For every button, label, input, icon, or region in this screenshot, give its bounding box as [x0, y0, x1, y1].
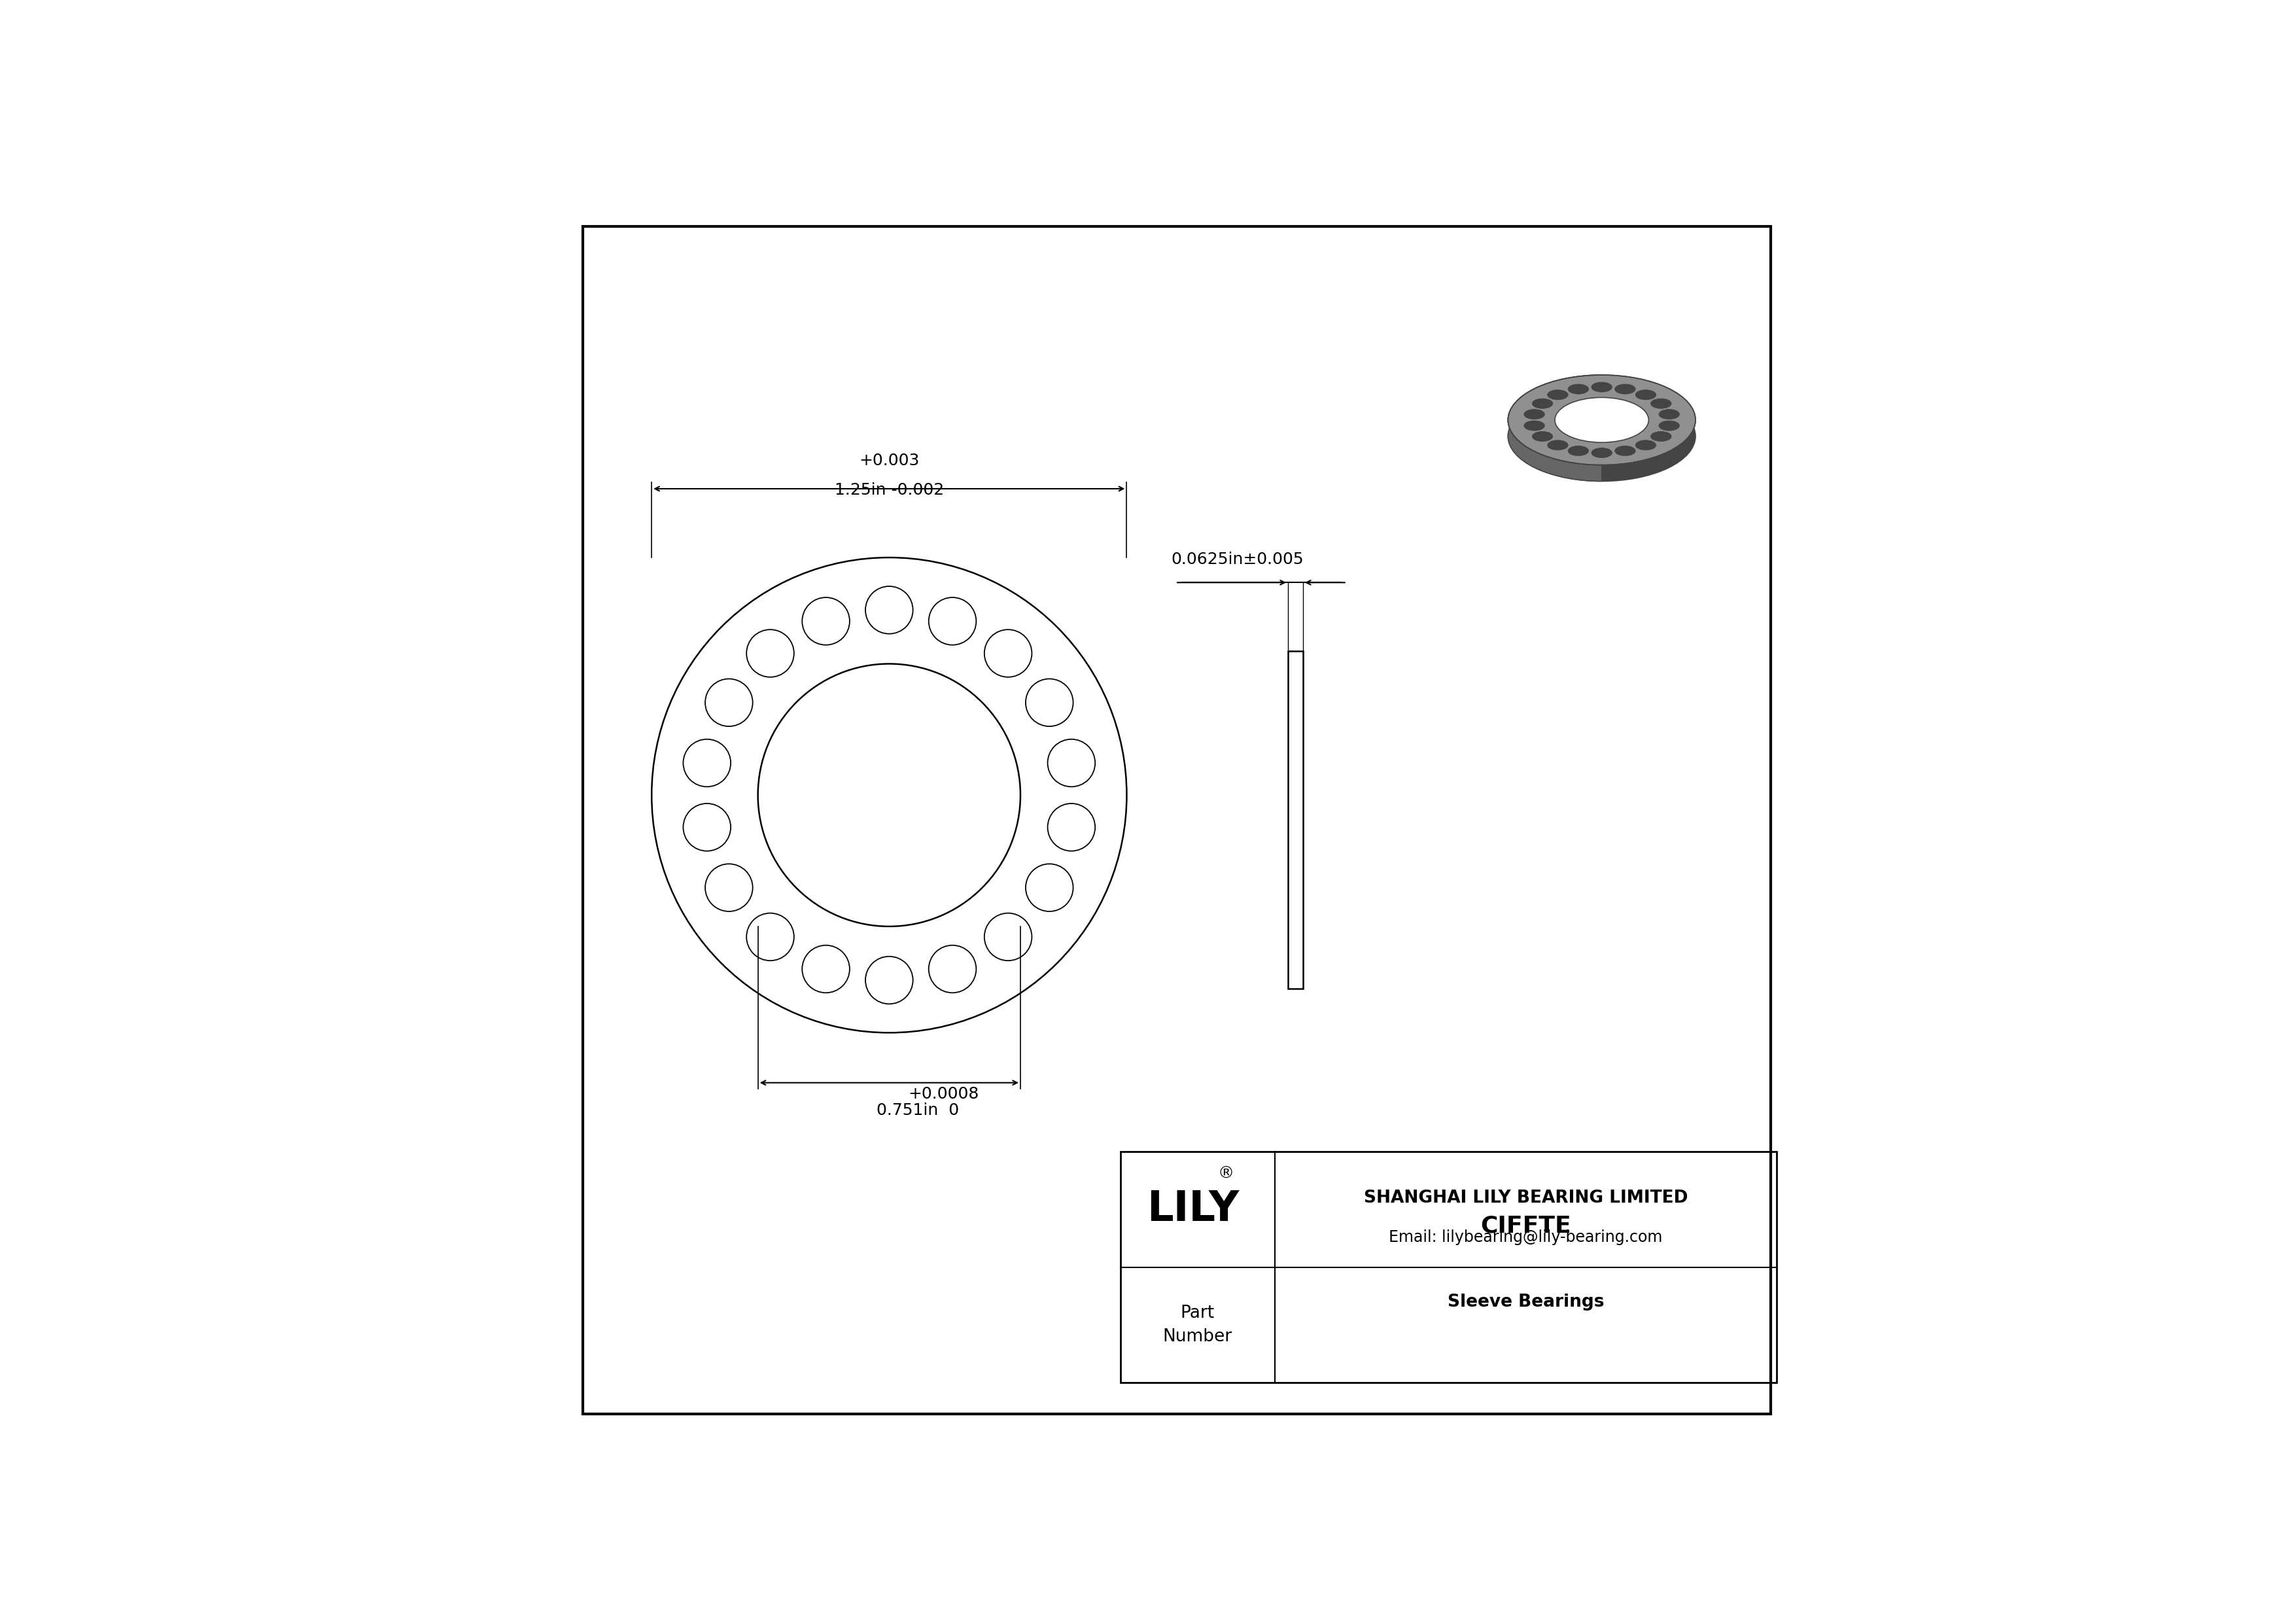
Ellipse shape [1635, 390, 1655, 400]
Ellipse shape [1635, 440, 1655, 450]
Text: 0.0625in±0.005: 0.0625in±0.005 [1171, 552, 1304, 567]
Ellipse shape [1531, 432, 1552, 442]
Text: LILY: LILY [1146, 1189, 1240, 1229]
Ellipse shape [1508, 391, 1694, 481]
Ellipse shape [1525, 409, 1545, 419]
Ellipse shape [1614, 385, 1635, 395]
Ellipse shape [1508, 375, 1694, 464]
Ellipse shape [1658, 421, 1678, 430]
Text: ®: ® [1217, 1166, 1235, 1182]
Text: Email: lilybearing@lily-bearing.com: Email: lilybearing@lily-bearing.com [1389, 1229, 1662, 1246]
Ellipse shape [1568, 447, 1589, 456]
Ellipse shape [1658, 409, 1678, 419]
Ellipse shape [1614, 447, 1635, 456]
Ellipse shape [1548, 440, 1568, 450]
Text: SHANGHAI LILY BEARING LIMITED: SHANGHAI LILY BEARING LIMITED [1364, 1189, 1688, 1207]
Ellipse shape [1531, 398, 1552, 409]
Text: Part
Number: Part Number [1162, 1304, 1233, 1345]
Text: Sleeve Bearings: Sleeve Bearings [1446, 1293, 1605, 1311]
Bar [1120, 1151, 1777, 1384]
Ellipse shape [1548, 390, 1568, 400]
Text: +0.003: +0.003 [859, 453, 918, 469]
Ellipse shape [1554, 398, 1649, 442]
Text: 1.25in -0.002: 1.25in -0.002 [833, 482, 944, 499]
Bar [1288, 651, 1302, 989]
Text: CIFFTE: CIFFTE [1481, 1215, 1570, 1236]
Ellipse shape [1591, 448, 1612, 458]
Ellipse shape [1591, 382, 1612, 391]
Ellipse shape [1651, 432, 1671, 442]
Ellipse shape [1651, 398, 1671, 409]
Text: +0.0008: +0.0008 [907, 1086, 978, 1103]
Polygon shape [1508, 375, 1603, 481]
Text: 0.751in  0: 0.751in 0 [877, 1103, 960, 1119]
Ellipse shape [1568, 385, 1589, 395]
Ellipse shape [1525, 421, 1545, 430]
